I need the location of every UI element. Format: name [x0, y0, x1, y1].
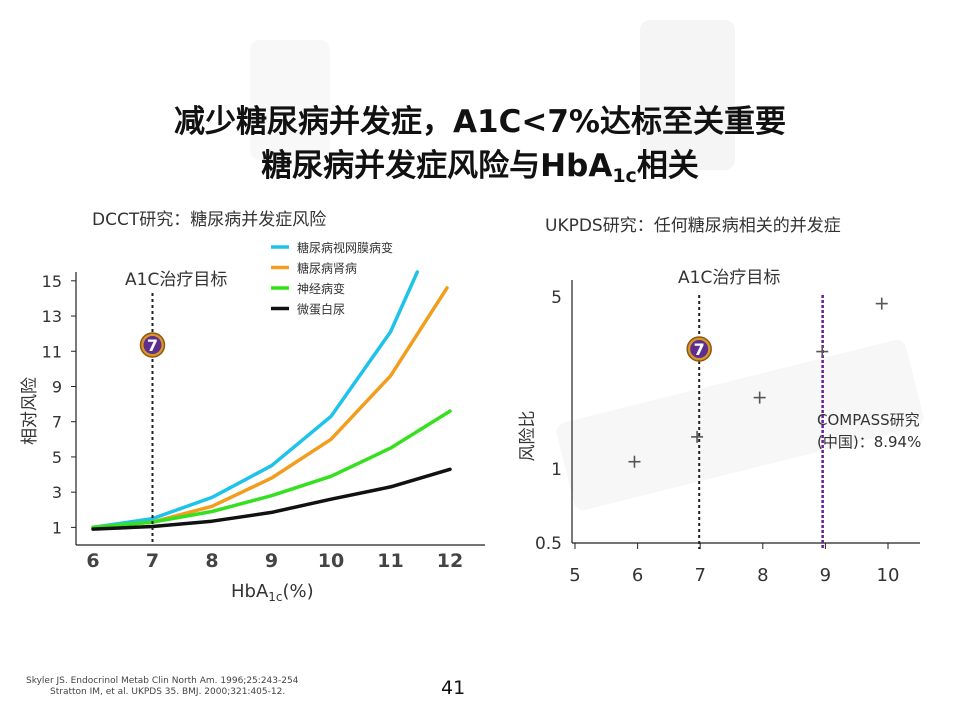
y-tick-label: 1 [52, 518, 62, 537]
x-tick-label: 11 [377, 550, 403, 572]
compass-label-line1: COMPASS研究 [817, 411, 920, 429]
dcct-chart-title: DCCT研究：糖尿病并发症风险 [92, 210, 327, 230]
y-tick-label: 7 [52, 413, 62, 432]
x-tick-label: 9 [820, 565, 831, 586]
data-point [875, 297, 888, 310]
y-tick-label: 13 [42, 307, 62, 326]
series-line [91, 409, 452, 530]
data-point [816, 345, 829, 358]
x-tick-label: 5 [569, 565, 580, 586]
slide-title: 减少糖尿病并发症，A1C<7%达标至关重要 [174, 104, 786, 140]
x-tick-label: 10 [877, 565, 900, 586]
y-tick-label: 15 [42, 272, 62, 291]
y-tick-label: 0.5 [535, 534, 562, 554]
y-tick-label: 3 [52, 483, 62, 502]
x-axis-label-prefix: HbA [231, 581, 269, 602]
page-number: 41 [441, 677, 466, 699]
data-point [753, 391, 766, 404]
x-axis-label-suffix: (%) [283, 581, 314, 602]
x-axis-label: HbA1c(%) [231, 581, 314, 604]
title-text: 相关 [636, 148, 699, 184]
title-text: 糖尿病并发症风险与HbA [261, 148, 613, 184]
target-line-label: A1C治疗目标 [678, 268, 780, 288]
series-line [91, 467, 452, 531]
x-tick-label: 6 [86, 550, 99, 572]
y-axis-label: 相对风险 [20, 377, 40, 445]
data-point [628, 455, 641, 468]
badge-inner [143, 336, 162, 354]
reference-2: Stratton IM, et al. UKPDS 35. BMJ. 2000;… [50, 687, 286, 697]
x-tick-label: 8 [757, 565, 768, 586]
series-line [91, 270, 420, 530]
y-axis-label: 风险比 [518, 411, 538, 462]
legend-label: 微蛋白尿 [297, 302, 345, 317]
compass-label-line2: (中国)：8.94% [817, 433, 921, 451]
legend-label: 糖尿病视网膜病变 [297, 240, 393, 255]
x-tick-label: 7 [146, 550, 159, 572]
x-tick-label: 10 [318, 550, 344, 572]
badge-label: 7 [147, 336, 158, 355]
x-tick-label: 9 [265, 550, 278, 572]
x-tick-label: 7 [694, 565, 705, 586]
target-line-label: A1C治疗目标 [125, 270, 227, 290]
reference-1: Skyler JS. Endocrinol Metab Clin North A… [26, 676, 299, 686]
y-tick-label: 11 [42, 342, 62, 361]
y-tick-label: 9 [52, 377, 62, 396]
legend-label: 糖尿病肾病 [297, 261, 357, 276]
y-tick-label: 5 [551, 288, 562, 308]
x-tick-label: 12 [437, 550, 463, 572]
data-point [691, 430, 704, 443]
ukpds-chart: 0.5 1 5 5 6 7 8 9 10 A1C治疗目标 7 COMPASS研究 (中国)：8.94… [518, 268, 921, 586]
slide-subtitle: 糖尿病并发症风险与HbA1c相关 [0, 140, 960, 187]
x-axis-label-subscript: 1c [268, 590, 282, 604]
badge-label: 7 [694, 340, 705, 359]
legend-label: 神经病变 [297, 281, 345, 296]
target-7-badge: 7 [139, 332, 166, 358]
target-7-badge: 7 [686, 336, 712, 362]
background-decoration [640, 20, 735, 170]
title-subscript: 1c [612, 165, 637, 187]
y-tick-label: 5 [52, 448, 62, 467]
y-tick-label: 1 [551, 460, 562, 480]
badge-inner [690, 340, 709, 358]
x-tick-label: 6 [632, 565, 643, 586]
references: Skyler JS. Endocrinol Metab Clin North A… [26, 676, 298, 698]
background-decoration [250, 40, 330, 160]
ukpds-chart-title: UKPDS研究：任何糖尿病相关的并发症 [545, 216, 841, 236]
x-tick-label: 8 [205, 550, 218, 572]
